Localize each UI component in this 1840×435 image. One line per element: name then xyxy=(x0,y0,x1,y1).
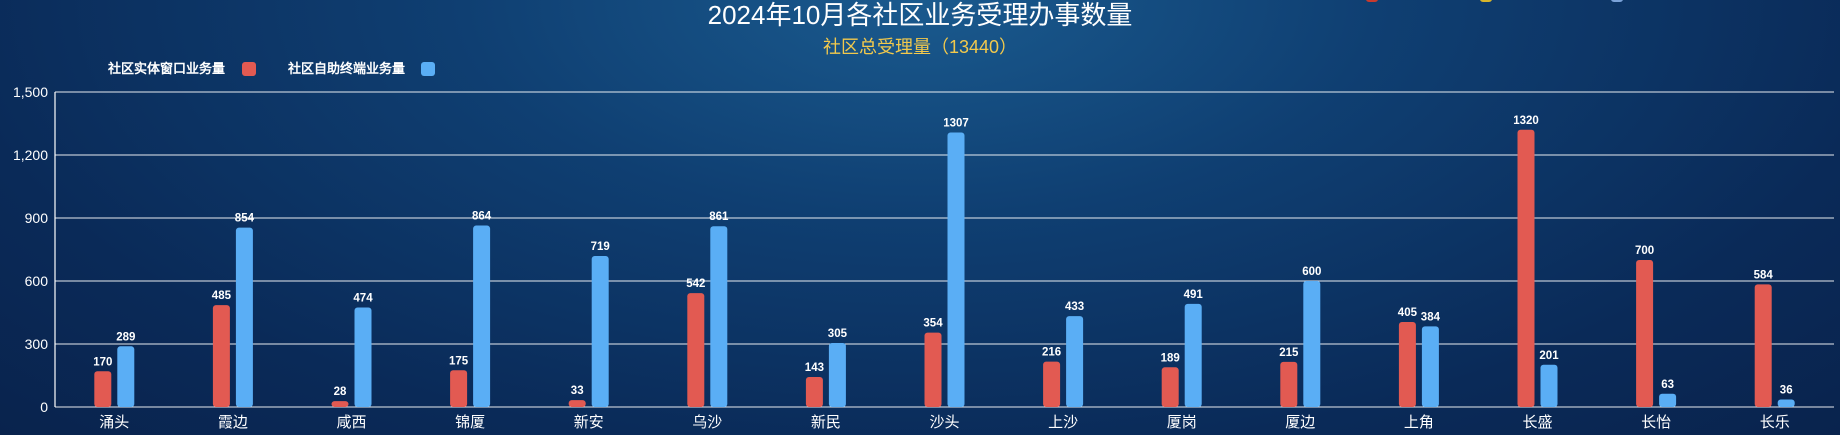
chart-subtitle: 社区总受理量（13440） xyxy=(823,37,1017,57)
x-category-label: 沙头 xyxy=(929,414,959,431)
bar-window[interactable] xyxy=(924,332,942,407)
bar-self-service[interactable] xyxy=(947,132,965,407)
x-category-label: 厦岗 xyxy=(1167,414,1197,431)
x-category-label: 上沙 xyxy=(1048,414,1078,431)
bar-window[interactable] xyxy=(331,401,349,407)
chart-title: 2024年10月各社区业务受理办事数量 xyxy=(708,0,1133,30)
bar-self-service[interactable] xyxy=(117,346,135,407)
y-tick-label: 1,500 xyxy=(13,84,48,100)
bar-value-label: 33 xyxy=(571,385,584,397)
legend-label-window[interactable]: 社区实体窗口业务量 xyxy=(107,61,225,76)
x-category-label: 乌沙 xyxy=(692,414,722,431)
x-category-label: 新民 xyxy=(811,414,841,431)
bar-self-service[interactable] xyxy=(1066,316,1084,407)
bar-value-label: 584 xyxy=(1754,269,1774,281)
legend: 社区实体窗口业务量 社区自助终端业务量 xyxy=(107,61,435,76)
x-category-label: 霞边 xyxy=(218,414,248,431)
bar-self-service[interactable] xyxy=(591,256,609,407)
bar-window[interactable] xyxy=(1043,361,1061,407)
top-legend-marker-red xyxy=(1366,0,1378,2)
x-category-label: 长盛 xyxy=(1522,414,1552,431)
y-axis-ticks: 0 300 600 900 1,200 1,500 xyxy=(13,84,48,415)
bar-window[interactable] xyxy=(1161,367,1179,407)
bar-value-label: 719 xyxy=(591,241,610,253)
bar-value-label: 474 xyxy=(353,292,373,304)
bar-value-label: 28 xyxy=(334,386,347,398)
bar-value-label: 354 xyxy=(923,318,943,330)
bar-self-service[interactable] xyxy=(354,307,372,407)
bar-self-service[interactable] xyxy=(1659,393,1677,407)
bar-value-label: 201 xyxy=(1539,350,1559,362)
x-category-label: 锦厦 xyxy=(455,414,485,431)
bar-value-label: 305 xyxy=(828,328,848,340)
bar-window[interactable] xyxy=(1754,284,1772,407)
legend-swatch-self-service[interactable] xyxy=(421,62,435,76)
bar-value-label: 405 xyxy=(1398,307,1418,319)
bar-window[interactable] xyxy=(1636,260,1654,407)
y-tick-label: 900 xyxy=(25,210,49,226)
x-category-label: 上角 xyxy=(1404,414,1434,431)
legend-swatch-window[interactable] xyxy=(242,62,256,76)
bar-window[interactable] xyxy=(94,371,112,407)
bar-value-label: 1320 xyxy=(1513,115,1539,127)
bar-value-label: 600 xyxy=(1302,266,1321,278)
x-category-label: 长乐 xyxy=(1760,414,1790,431)
bar-self-service[interactable] xyxy=(1421,326,1439,407)
x-category-label: 新安 xyxy=(574,414,604,431)
bar-value-label: 864 xyxy=(472,211,492,223)
bar-window[interactable] xyxy=(1517,129,1535,408)
bar-self-service[interactable] xyxy=(1184,303,1202,407)
bar-self-service[interactable] xyxy=(828,342,846,407)
bar-value-label: 170 xyxy=(93,356,112,368)
x-category-label: 涌头 xyxy=(99,414,129,431)
y-tick-label: 0 xyxy=(40,399,48,415)
bar-value-label: 384 xyxy=(1421,311,1441,323)
bar-value-label: 289 xyxy=(116,331,135,343)
bar-self-service[interactable] xyxy=(710,226,728,407)
bar-self-service[interactable] xyxy=(473,225,491,407)
bar-window[interactable] xyxy=(1280,361,1298,407)
bar-window[interactable] xyxy=(568,400,586,407)
grid-lines xyxy=(55,91,1834,408)
bars xyxy=(94,129,1795,408)
bar-value-label: 143 xyxy=(805,362,824,374)
x-category-label: 厦边 xyxy=(1285,414,1315,431)
bar-value-label: 63 xyxy=(1661,379,1674,391)
x-category-label: 长怡 xyxy=(1641,414,1671,431)
bar-window[interactable] xyxy=(687,293,705,407)
y-tick-label: 600 xyxy=(25,273,49,289)
bar-self-service[interactable] xyxy=(1303,281,1321,407)
y-tick-label: 300 xyxy=(25,336,49,352)
bar-value-label: 216 xyxy=(1042,347,1061,359)
bar-value-label: 542 xyxy=(686,278,705,290)
bar-value-label: 485 xyxy=(212,290,232,302)
bar-value-label: 700 xyxy=(1635,245,1654,257)
x-category-label: 咸西 xyxy=(336,414,366,431)
bar-value-label: 189 xyxy=(1161,352,1180,364)
bar-window[interactable] xyxy=(212,305,230,407)
bar-window[interactable] xyxy=(1398,321,1416,407)
bar-value-label: 215 xyxy=(1279,347,1299,359)
bar-value-label: 491 xyxy=(1184,289,1204,301)
bar-value-label: 36 xyxy=(1780,384,1793,396)
x-axis-categories: 涌头 霞边 咸西 锦厦 新安 乌沙 新民 沙头 上沙 厦岗 厦边 上角 长盛 长怡 长乐 xyxy=(99,414,1789,431)
bar-value-label: 861 xyxy=(709,211,729,223)
bar-window[interactable] xyxy=(805,376,823,407)
bar-window[interactable] xyxy=(450,370,468,407)
legend-label-self-service[interactable]: 社区自助终端业务量 xyxy=(287,61,405,76)
bar-self-service[interactable] xyxy=(235,227,253,407)
top-legend-marker-blue xyxy=(1611,0,1623,2)
bar-value-label: 1307 xyxy=(943,118,969,130)
bar-labels: 170 289 485 854 28 474 175 864 33 719 542 861 143 305… xyxy=(93,115,1792,398)
top-legend-marker-yellow xyxy=(1480,0,1492,2)
bar-value-label: 175 xyxy=(449,355,469,367)
bar-value-label: 433 xyxy=(1065,301,1084,313)
y-tick-label: 1,200 xyxy=(13,147,48,163)
bar-value-label: 854 xyxy=(235,213,255,225)
bar-self-service[interactable] xyxy=(1777,399,1795,407)
bar-self-service[interactable] xyxy=(1540,364,1558,407)
